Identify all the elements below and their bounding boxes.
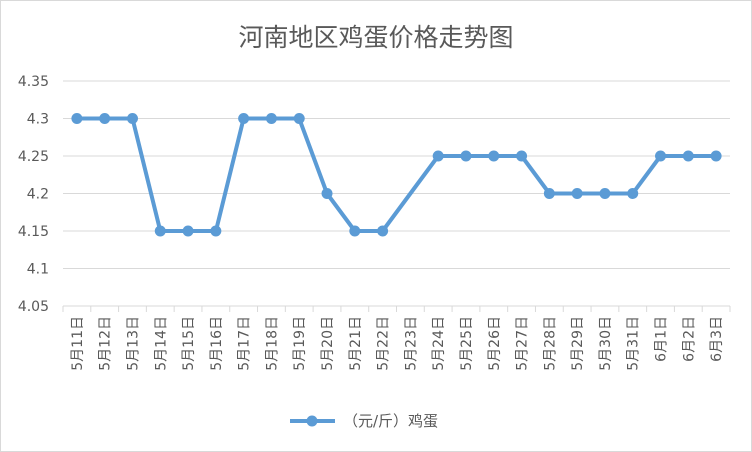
x-tick-label: 5月23日 bbox=[403, 316, 419, 371]
x-tick-label: 6月2日 bbox=[681, 316, 697, 362]
data-point-6月3日[interactable] bbox=[710, 150, 722, 162]
data-point-5月12日[interactable] bbox=[99, 113, 111, 124]
x-tick-label: 5月20日 bbox=[320, 316, 336, 371]
data-point-5月15日[interactable] bbox=[182, 225, 194, 237]
y-axis: 4.05 4.1 4.15 4.2 4.25 4.3 4.35 bbox=[18, 74, 49, 315]
x-tick-label: 5月15日 bbox=[181, 316, 197, 371]
data-point-5月19日[interactable] bbox=[293, 113, 305, 124]
x-tick-label: 5月11日 bbox=[70, 316, 86, 371]
y-tick-label: 4.2 bbox=[27, 187, 49, 203]
x-tick-label: 5月13日 bbox=[125, 316, 141, 371]
data-point-5月24日[interactable] bbox=[432, 150, 444, 162]
y-tick-label: 4.05 bbox=[18, 299, 49, 315]
x-tick-label: 5月26日 bbox=[487, 316, 503, 371]
data-point-5月22日[interactable] bbox=[377, 225, 389, 237]
x-tick-label: 5月31日 bbox=[626, 316, 642, 371]
y-tick-label: 4.35 bbox=[18, 74, 49, 90]
x-tick-label: 5月30日 bbox=[598, 316, 614, 371]
x-tick-label: 5月17日 bbox=[237, 316, 253, 371]
x-tick-label: 5月16日 bbox=[209, 316, 225, 371]
chart-title: 河南地区鸡蛋价格走势图 bbox=[238, 23, 513, 52]
data-point-5月16日[interactable] bbox=[210, 225, 222, 237]
y-tick-label: 4.1 bbox=[27, 262, 49, 278]
x-tick-label: 5月24日 bbox=[431, 316, 447, 371]
data-point-5月30日[interactable] bbox=[599, 188, 611, 199]
data-point-5月21日[interactable] bbox=[349, 225, 361, 237]
data-point-5月14日[interactable] bbox=[154, 225, 166, 237]
x-tick-label: 5月12日 bbox=[98, 316, 114, 371]
data-point-5月25日[interactable] bbox=[460, 150, 472, 162]
data-point-5月29日[interactable] bbox=[571, 188, 583, 199]
x-tick-label: 5月22日 bbox=[376, 316, 392, 371]
data-point-5月27日[interactable] bbox=[516, 150, 528, 162]
data-point-6月1日[interactable] bbox=[655, 150, 667, 162]
data-point-5月17日[interactable] bbox=[238, 113, 250, 124]
data-point-6月2日[interactable] bbox=[682, 150, 694, 162]
legend[interactable]: （元/斤）鸡蛋 bbox=[290, 412, 438, 430]
x-tick-label: 5月21日 bbox=[348, 316, 364, 371]
y-tick-label: 4.3 bbox=[27, 112, 49, 128]
y-tick-label: 4.15 bbox=[18, 224, 49, 240]
x-tick-label: 5月29日 bbox=[570, 316, 586, 371]
x-tick-label: 5月19日 bbox=[292, 316, 308, 371]
data-point-5月13日[interactable] bbox=[126, 113, 138, 124]
legend-point-marker bbox=[306, 415, 318, 427]
data-point-5月11日[interactable] bbox=[71, 113, 83, 124]
x-tick-label: 5月25日 bbox=[459, 316, 475, 371]
data-point-5月20日[interactable] bbox=[321, 188, 333, 199]
x-axis: 5月11日 5月12日 5月13日 5月14日 5月15日 5月16日 5月17日 5月18日… bbox=[62, 306, 731, 371]
y-tick-label: 4.25 bbox=[18, 149, 49, 165]
x-tick-label: 5月27日 bbox=[515, 316, 531, 371]
data-point-5月28日[interactable] bbox=[543, 188, 555, 199]
x-tick-label: 5月28日 bbox=[542, 316, 558, 371]
legend-label: （元/斤）鸡蛋 bbox=[343, 412, 438, 430]
series-line bbox=[74, 116, 719, 233]
x-tick-label: 5月14日 bbox=[153, 316, 169, 371]
data-point-5月18日[interactable] bbox=[265, 113, 277, 124]
data-point-5月26日[interactable] bbox=[488, 150, 500, 162]
x-tick-label: 5月18日 bbox=[264, 316, 280, 371]
x-tick-label: 6月3日 bbox=[709, 316, 725, 362]
series-egg-price bbox=[71, 113, 722, 237]
data-point-5月31日[interactable] bbox=[627, 188, 639, 199]
x-tick-label: 6月1日 bbox=[654, 316, 670, 362]
